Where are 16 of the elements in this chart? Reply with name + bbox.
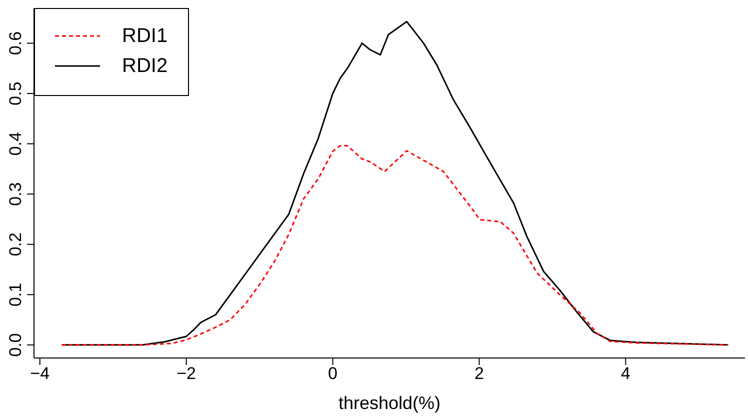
y-tick-label: 0.5 [6,82,25,106]
x-tick-label: 2 [474,364,484,384]
y-tick-label: 0.2 [6,232,25,256]
x-axis-title: threshold(%) [338,393,441,413]
y-tick-label: 0.6 [6,31,25,56]
legend-label: RDI1 [122,24,168,48]
y-tick-label: 0.3 [6,182,25,206]
x-tick-label: 4 [620,364,630,384]
x-tick-label: 0 [328,364,338,384]
y-tick-label: 0.4 [6,132,25,156]
legend-label: RDI2 [122,54,168,78]
x-tick-label: −4 [30,364,50,384]
x-tick-label: −2 [176,364,196,384]
y-tick-label: 0.0 [6,333,25,357]
y-tick-label: 0.1 [6,282,25,306]
line-series [61,145,729,346]
